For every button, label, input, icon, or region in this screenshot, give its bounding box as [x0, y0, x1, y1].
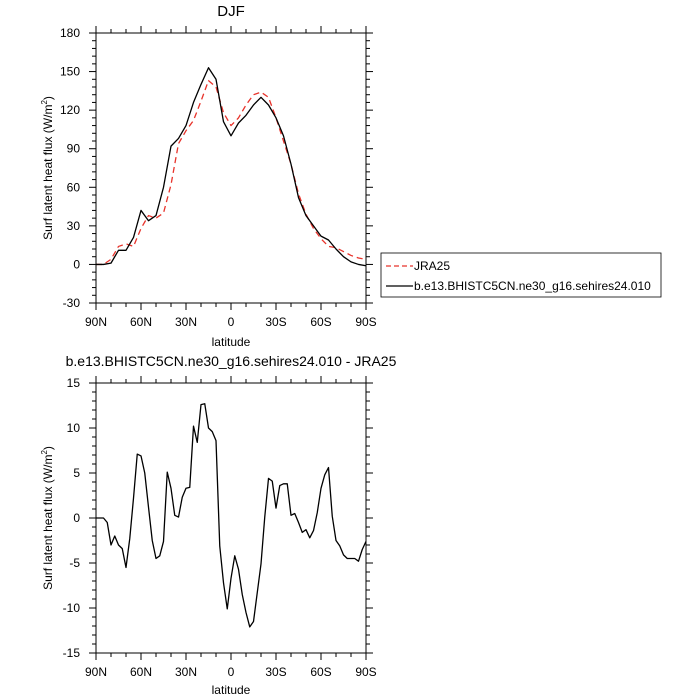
- bottom-y-tick-label: 0: [73, 511, 80, 525]
- bottom-y-axis-label-main: Surf latent heat flux (W/m: [41, 455, 55, 590]
- top-x-tick-label: 30S: [265, 315, 286, 329]
- bottom-chart: b.e13.BHISTC5CN.ne30_g16.sehires24.010 -…: [40, 353, 397, 697]
- bottom-chart-title: b.e13.BHISTC5CN.ne30_g16.sehires24.010 -…: [66, 353, 397, 369]
- top-x-tick-label: 30N: [175, 315, 197, 329]
- bottom-x-tick-label: 60S: [310, 665, 331, 679]
- top-y-tick-label: 0: [73, 257, 80, 271]
- top-series-line-1: [96, 67, 367, 267]
- bottom-y-axis-label-exponent: 2: [40, 450, 49, 455]
- bottom-chart-frame: [95, 382, 367, 654]
- top-y-axis-label-main: Surf latent heat flux (W/m: [41, 105, 55, 240]
- bottom-y-tick-label: -15: [63, 646, 81, 660]
- top-y-axis-label: Surf latent heat flux (W/m2): [40, 96, 55, 240]
- bottom-y-tick-label: 5: [73, 466, 80, 480]
- bottom-x-tick-label: 0: [228, 665, 235, 679]
- bottom-x-tick-label: 60N: [130, 665, 152, 679]
- bottom-x-tick-label: 90N: [85, 665, 107, 679]
- bottom-x-tick-label: 30N: [175, 665, 197, 679]
- bottom-x-tick-label: 30S: [265, 665, 286, 679]
- top-x-tick-label: 0: [228, 315, 235, 329]
- bottom-x-axis-label: latitude: [212, 683, 251, 697]
- top-y-tick-label: 60: [67, 180, 81, 194]
- top-x-tick-label: 90N: [85, 315, 107, 329]
- top-x-tick-label: 90S: [355, 315, 376, 329]
- bottom-y-axis-label-close: ): [41, 446, 55, 450]
- top-x-tick-label: 60N: [130, 315, 152, 329]
- legend-label-jra25: JRA25: [414, 259, 450, 273]
- top-y-tick-label: 150: [60, 65, 80, 79]
- bottom-y-tick-label: 15: [67, 376, 81, 390]
- top-x-axis-label: latitude: [212, 335, 251, 349]
- top-y-tick-label: 30: [67, 219, 81, 233]
- bottom-y-axis-label: Surf latent heat flux (W/m2): [40, 446, 55, 590]
- top-chart-frame: [95, 32, 367, 304]
- legend-box: [380, 252, 662, 298]
- top-y-tick-label: 180: [60, 26, 80, 40]
- bottom-y-tick-label: -5: [69, 556, 80, 570]
- legend-label-model: b.e13.BHISTC5CN.ne30_g16.sehires24.010: [414, 279, 651, 293]
- top-series-line-0: [96, 79, 367, 266]
- top-y-tick-label: 120: [60, 103, 80, 117]
- top-y-axis-label-close: ): [41, 96, 55, 100]
- bottom-chart-marks: 90N 60N 30N 0 30S 60S 90S -15 -10 -5 0 5 10 15: [63, 376, 377, 679]
- top-chart-title: DJF: [217, 3, 245, 20]
- bottom-y-tick-label: 10: [67, 421, 81, 435]
- top-y-tick-label: 90: [67, 142, 81, 156]
- top-chart: DJF 90N 60N 30N 0 30S 60S 90S -30 0 30 60 90 120 150 1…: [40, 3, 662, 349]
- top-x-tick-label: 60S: [310, 315, 331, 329]
- top-y-axis-label-exponent: 2: [40, 100, 49, 105]
- bottom-series-line-0: [96, 403, 367, 628]
- bottom-y-tick-label: -10: [63, 601, 81, 615]
- bottom-x-tick-label: 90S: [355, 665, 376, 679]
- top-chart-marks: 90N 60N 30N 0 30S 60S 90S -30 0 30 60 90 120 150 180: [60, 26, 377, 329]
- top-chart-legend: JRA25 b.e13.BHISTC5CN.ne30_g16.sehires24…: [380, 252, 662, 298]
- top-y-tick-label: -30: [63, 296, 81, 310]
